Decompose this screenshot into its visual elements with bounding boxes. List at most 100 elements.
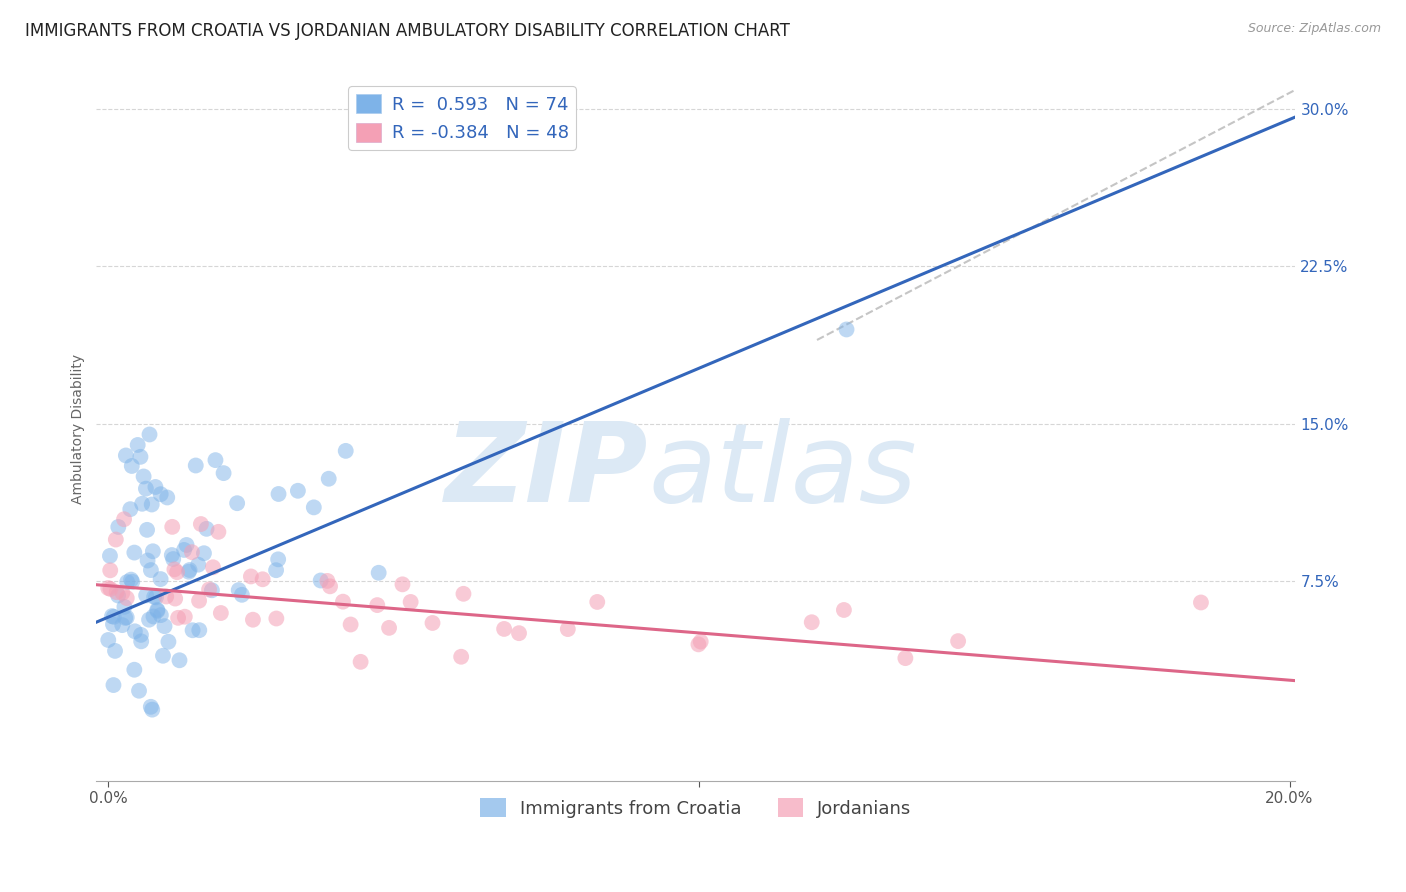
- Point: [155, 590, 177, 604]
- Point: [349, 655, 371, 669]
- Point: [156, 491, 179, 505]
- Point: [190, 516, 212, 531]
- Point: [132, 469, 155, 483]
- Point: [142, 609, 165, 624]
- Point: [142, 544, 165, 558]
- Point: [97, 632, 120, 647]
- Point: [138, 427, 160, 442]
- Point: [184, 458, 207, 473]
- Point: [114, 611, 136, 625]
- Point: [557, 622, 579, 636]
- Point: [339, 617, 361, 632]
- Point: [494, 622, 516, 636]
- Point: [367, 566, 389, 580]
- Point: [378, 621, 401, 635]
- Point: [242, 613, 264, 627]
- Point: [135, 482, 157, 496]
- Point: [302, 500, 325, 515]
- Point: [508, 626, 530, 640]
- Point: [181, 624, 204, 638]
- Point: [201, 560, 224, 574]
- Point: [141, 703, 163, 717]
- Point: [121, 458, 143, 473]
- Point: [139, 699, 162, 714]
- Point: [231, 588, 253, 602]
- Point: [267, 552, 290, 566]
- Point: [120, 573, 142, 587]
- Point: [422, 615, 444, 630]
- Point: [332, 595, 354, 609]
- Point: [112, 599, 135, 614]
- Point: [101, 609, 124, 624]
- Point: [450, 649, 472, 664]
- Point: [149, 608, 172, 623]
- Point: [162, 552, 184, 566]
- Point: [121, 574, 143, 589]
- Point: [97, 581, 120, 595]
- Point: [153, 619, 176, 633]
- Point: [128, 683, 150, 698]
- Legend: Immigrants from Croatia, Jordanians: Immigrants from Croatia, Jordanians: [472, 790, 918, 825]
- Point: [264, 563, 287, 577]
- Point: [145, 480, 167, 494]
- Text: atlas: atlas: [648, 418, 917, 524]
- Point: [316, 574, 339, 588]
- Point: [399, 595, 422, 609]
- Point: [104, 644, 127, 658]
- Point: [267, 487, 290, 501]
- Point: [111, 618, 134, 632]
- Point: [252, 572, 274, 586]
- Point: [149, 572, 172, 586]
- Point: [179, 563, 201, 577]
- Point: [319, 579, 342, 593]
- Point: [129, 628, 152, 642]
- Point: [239, 569, 262, 583]
- Point: [105, 585, 128, 599]
- Point: [141, 498, 163, 512]
- Point: [391, 577, 413, 591]
- Point: [129, 634, 152, 648]
- Point: [309, 574, 332, 588]
- Point: [173, 609, 195, 624]
- Point: [129, 450, 152, 464]
- Point: [207, 524, 229, 539]
- Point: [177, 565, 200, 579]
- Point: [160, 548, 183, 562]
- Point: [169, 653, 191, 667]
- Point: [136, 523, 159, 537]
- Point: [98, 549, 121, 563]
- Point: [139, 563, 162, 577]
- Point: [149, 487, 172, 501]
- Point: [131, 497, 153, 511]
- Point: [318, 472, 340, 486]
- Point: [187, 558, 209, 572]
- Point: [136, 553, 159, 567]
- Point: [204, 453, 226, 467]
- Point: [107, 589, 129, 603]
- Point: [166, 565, 188, 579]
- Point: [138, 613, 160, 627]
- Point: [163, 562, 186, 576]
- Point: [152, 648, 174, 663]
- Point: [115, 449, 138, 463]
- Point: [111, 586, 134, 600]
- Point: [143, 590, 166, 604]
- Point: [688, 637, 710, 651]
- Point: [145, 591, 167, 605]
- Point: [124, 663, 146, 677]
- Point: [104, 533, 127, 547]
- Point: [1189, 595, 1212, 609]
- Point: [124, 545, 146, 559]
- Point: [98, 563, 121, 577]
- Point: [894, 651, 917, 665]
- Point: [115, 610, 138, 624]
- Text: Source: ZipAtlas.com: Source: ZipAtlas.com: [1247, 22, 1381, 36]
- Point: [835, 322, 858, 336]
- Point: [226, 496, 249, 510]
- Point: [335, 443, 357, 458]
- Point: [146, 604, 169, 618]
- Text: ZIP: ZIP: [444, 418, 648, 524]
- Point: [228, 583, 250, 598]
- Point: [201, 583, 224, 598]
- Point: [103, 610, 125, 624]
